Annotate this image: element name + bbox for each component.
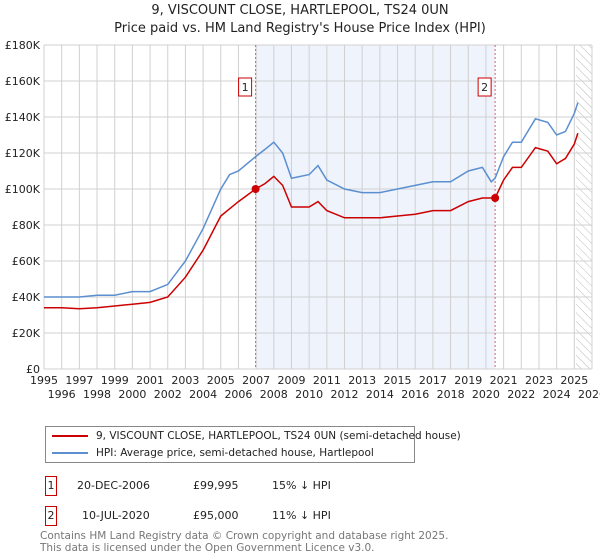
x-tick-label: 2022 xyxy=(507,388,535,401)
x-tick-label: 2008 xyxy=(260,388,288,401)
x-tick-label: 2005 xyxy=(207,374,235,387)
legend-label: 9, VISCOUNT CLOSE, HARTLEPOOL, TS24 0UN … xyxy=(96,430,461,442)
legend-item-hpi: HPI: Average price, semi-detached house,… xyxy=(46,445,374,461)
chart-title: 9, VISCOUNT CLOSE, HARTLEPOOL, TS24 0UN xyxy=(151,3,449,18)
price-paid-line xyxy=(44,132,579,310)
y-tick-label: £60K xyxy=(12,255,41,268)
sale-marker-badge: 1 xyxy=(45,476,57,496)
y-tick-label: £40K xyxy=(12,291,41,304)
x-tick-label: 1998 xyxy=(83,388,111,401)
y-tick-label: £20K xyxy=(12,327,41,340)
red-line-swatch xyxy=(52,435,88,437)
y-tick-label: £180K xyxy=(5,39,41,52)
sale-label-box xyxy=(477,77,492,97)
x-tick-label: 2006 xyxy=(224,388,252,401)
x-tick-label: 2002 xyxy=(154,388,182,401)
sale-date: 10-JUL-2020 xyxy=(82,509,150,522)
sale-point xyxy=(251,185,260,194)
x-tick-label: 2023 xyxy=(525,374,553,387)
sale-hpi-diff: 11% ↓ HPI xyxy=(272,509,331,522)
hpi-line xyxy=(44,102,579,298)
x-tick-label: 2024 xyxy=(543,388,571,401)
x-tick-label: 2016 xyxy=(401,388,429,401)
sale-point xyxy=(491,194,500,202)
sale-date: 20-DEC-2006 xyxy=(77,479,151,492)
y-tick-label: £140K xyxy=(5,111,41,124)
x-tick-label: 2007 xyxy=(242,374,270,387)
y-tick-label: £120K xyxy=(5,147,41,160)
blue-line-swatch xyxy=(52,452,88,454)
x-tick-label: 2003 xyxy=(171,374,199,387)
sale-price: £95,000 xyxy=(193,509,239,522)
x-tick-label: 2018 xyxy=(437,388,465,401)
x-tick-label: 1995 xyxy=(30,374,58,387)
x-tick-label: 2012 xyxy=(331,388,359,401)
legend: 9, VISCOUNT CLOSE, HARTLEPOOL, TS24 0UN … xyxy=(45,426,461,463)
x-tick-label: 2010 xyxy=(295,388,323,401)
footer-line: Contains HM Land Registry data © Crown c… xyxy=(40,530,449,542)
x-tick-label: 2021 xyxy=(490,374,518,387)
x-tick-label: 2000 xyxy=(118,388,146,401)
sale-hpi-diff: 15% ↓ HPI xyxy=(272,479,331,492)
legend-label: HPI: Average price, semi-detached house,… xyxy=(96,447,374,459)
legend-item-property: 9, VISCOUNT CLOSE, HARTLEPOOL, TS24 0UN … xyxy=(46,428,461,444)
sale-label-box xyxy=(238,77,253,97)
forecast-hatch xyxy=(576,45,592,369)
x-tick-label: 2015 xyxy=(384,374,412,387)
x-tick-label: 2026 xyxy=(578,388,600,401)
x-tick-label: 2017 xyxy=(419,374,447,387)
x-tick-label: 1999 xyxy=(101,374,129,387)
x-tick-label: 2004 xyxy=(189,388,217,401)
y-tick-label: £0 xyxy=(26,363,40,376)
x-tick-label: 2013 xyxy=(348,374,376,387)
y-tick-label: £100K xyxy=(5,183,41,196)
sale-marker-badge: 2 xyxy=(45,506,57,526)
x-tick-label: 2001 xyxy=(136,374,164,387)
x-tick-label: 2014 xyxy=(366,388,394,401)
x-tick-label: 1996 xyxy=(48,388,76,401)
x-tick-label: 2020 xyxy=(472,388,500,401)
x-tick-label: 1997 xyxy=(65,374,93,387)
footer-line: This data is licensed under the Open Gov… xyxy=(40,542,375,554)
x-tick-label: 2019 xyxy=(454,374,482,387)
x-tick-label: 2009 xyxy=(277,374,305,387)
y-tick-label: £160K xyxy=(5,75,41,88)
sale-label: 2 xyxy=(481,81,488,94)
sale-label: 1 xyxy=(242,81,249,94)
x-tick-label: 2025 xyxy=(560,374,588,387)
chart-subtitle: Price paid vs. HM Land Registry's House … xyxy=(114,21,486,36)
footer-attribution: Contains HM Land Registry data © Crown c… xyxy=(40,530,448,554)
price-chart: 1995199619971998199920002001200220032004… xyxy=(5,39,600,401)
x-tick-label: 2011 xyxy=(313,374,341,387)
y-tick-label: £80K xyxy=(12,219,41,232)
sale-price: £99,995 xyxy=(193,479,239,492)
